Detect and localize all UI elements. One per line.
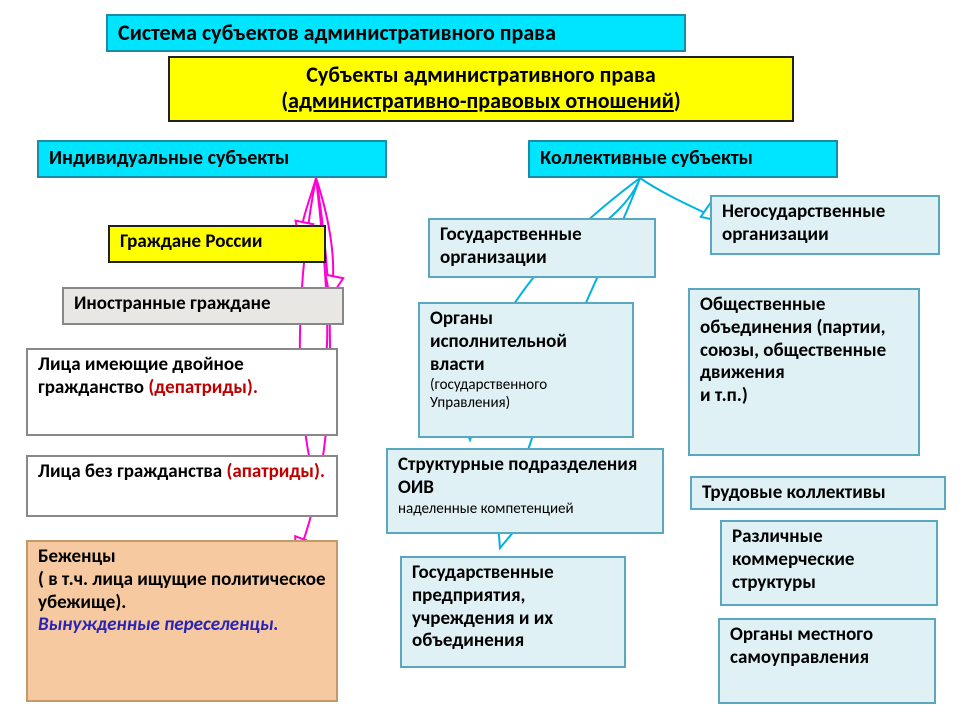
node-labor-collectives: Трудовые коллективы	[690, 476, 946, 510]
node-executive-bodies: Органы исполнительной власти (государств…	[418, 302, 634, 438]
node-dual-citizenship: Лица имеющие двойное гражданство (депатр…	[26, 348, 338, 436]
node-state-enterprises: Государственные предприятия, учреждения …	[400, 556, 626, 668]
node-individual: Индивидуальные субъекты	[37, 140, 387, 178]
node-foreign-citizens: Иностранные граждане	[62, 287, 344, 325]
node-local-government: Органы местного самоуправления	[718, 618, 936, 704]
node-gov-orgs: Государственные организации	[428, 218, 656, 278]
node-public-associations: Общественные объединения (партии, союзы,…	[688, 288, 920, 456]
subjects-header-line1: Субъекты административного права	[180, 62, 782, 88]
title-banner: Система субъектов административного прав…	[106, 14, 686, 52]
node-citizens-russia: Граждане России	[108, 225, 326, 263]
diagram-stage: Система субъектов административного прав…	[0, 0, 960, 720]
subjects-header-line2: (административно-правовых отношений)	[180, 88, 782, 114]
node-structural-units: Структурные подразделения ОИВ наделенные…	[386, 448, 664, 534]
title-text: Система субъектов административного прав…	[118, 20, 556, 46]
node-nongov-orgs: Негосударственные организации	[710, 195, 940, 255]
node-refugees: Беженцы( в т.ч. лица ищущие политическое…	[26, 540, 338, 702]
subjects-header: Субъекты административного права (админи…	[168, 56, 794, 122]
node-stateless: Лица без гражданства (апатриды).	[26, 455, 338, 517]
node-commercial: Различные коммерческие структуры	[720, 520, 938, 606]
node-collective: Коллективные субъекты	[528, 140, 838, 178]
